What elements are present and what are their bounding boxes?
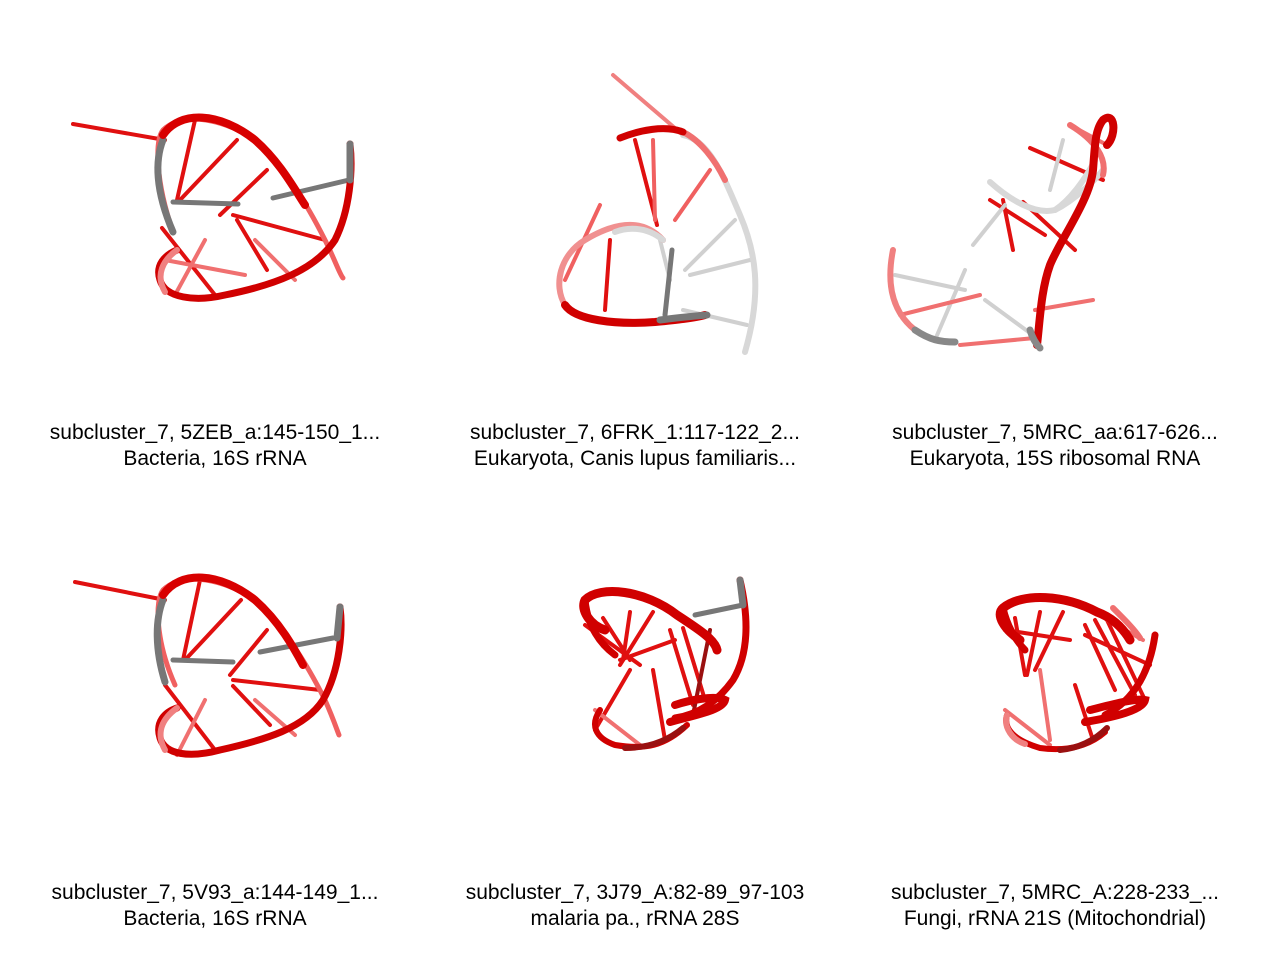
caption-line-id: subcluster_7, 3J79_A:82-89_97-103 bbox=[465, 881, 805, 904]
structure-panel: subcluster_7, 6FRK_1:117-122_2... Eukary… bbox=[425, 40, 845, 500]
panel-caption: subcluster_7, 5ZEB_a:145-150_1... Bacter… bbox=[5, 420, 425, 472]
structure-panel: subcluster_7, 5V93_a:144-149_1... Bacter… bbox=[5, 500, 425, 960]
caption-line-id: subcluster_7, 5MRC_aa:617-626... bbox=[892, 421, 1218, 444]
caption-line-taxon: Fungi, rRNA 21S (Mitochondrial) bbox=[903, 907, 1207, 930]
structure-panel: subcluster_7, 5ZEB_a:145-150_1... Bacter… bbox=[5, 40, 425, 500]
caption-line-id: subcluster_7, 5MRC_A:228-233_... bbox=[890, 881, 1219, 904]
panel-caption: subcluster_7, 3J79_A:82-89_97-103 malari… bbox=[425, 880, 845, 932]
caption-line-id: subcluster_7, 6FRK_1:117-122_2... bbox=[470, 421, 800, 444]
caption-line-taxon: Bacteria, 16S rRNA bbox=[123, 447, 307, 470]
caption-line-taxon: Eukaryota, 15S ribosomal RNA bbox=[909, 447, 1201, 470]
rna-structure-image bbox=[579, 576, 750, 751]
panel-caption: subcluster_7, 5MRC_aa:617-626... Eukaryo… bbox=[845, 420, 1265, 472]
panel-caption: subcluster_7, 6FRK_1:117-122_2... Eukary… bbox=[425, 420, 845, 472]
caption-line-taxon: Bacteria, 16S rRNA bbox=[123, 907, 307, 930]
caption-line-id: subcluster_7, 5V93_a:144-149_1... bbox=[51, 881, 379, 904]
rna-structure-image bbox=[71, 113, 355, 302]
caption-line-id: subcluster_7, 5ZEB_a:145-150_1... bbox=[49, 421, 381, 444]
rna-structure-image bbox=[887, 113, 1118, 352]
caption-line-taxon: malaria pa., rRNA 28S bbox=[530, 907, 740, 930]
caption-line-taxon: Eukaryota, Canis lupus familiaris... bbox=[473, 447, 797, 470]
rna-structure-image bbox=[73, 573, 345, 758]
panel-caption: subcluster_7, 5MRC_A:228-233_... Fungi, … bbox=[845, 880, 1265, 932]
panel-caption: subcluster_7, 5V93_a:144-149_1... Bacter… bbox=[5, 880, 425, 932]
structure-grid: subcluster_7, 5ZEB_a:145-150_1... Bacter… bbox=[5, 40, 1265, 930]
structure-panel: subcluster_7, 5MRC_A:228-233_... Fungi, … bbox=[845, 500, 1265, 960]
structure-panel: subcluster_7, 3J79_A:82-89_97-103 malari… bbox=[425, 500, 845, 960]
structure-panel: subcluster_7, 5MRC_aa:617-626... Eukaryo… bbox=[845, 40, 1265, 500]
rna-structure-image bbox=[556, 73, 759, 355]
rna-structure-image bbox=[995, 592, 1159, 753]
